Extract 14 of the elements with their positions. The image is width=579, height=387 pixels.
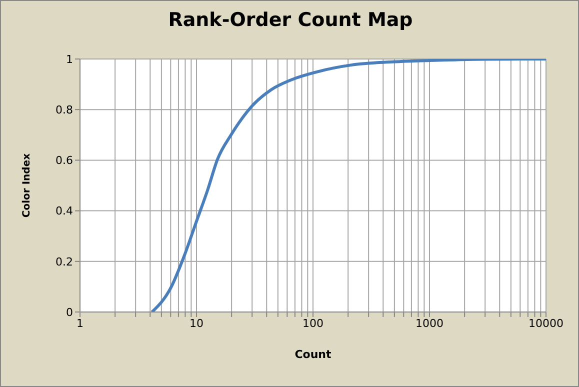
y-tick-label: 0.2 [56,255,73,268]
y-axis-title: Color Index [22,152,33,218]
x-tick-label: 10000 [528,316,564,330]
x-axis-title: Count [294,348,332,361]
y-tick-label: 0 [66,306,73,319]
y-tick-label: 0.4 [56,204,73,218]
y-tick-label: 1 [66,52,73,66]
chart-title: Rank-Order Count Map [167,9,414,31]
y-tick-label: 0.8 [56,104,73,117]
y-tick-label: 0.6 [56,154,73,168]
x-tick-label: 10 [190,316,204,330]
x-tick-label: 1000 [416,316,444,330]
x-tick-label: 100 [302,316,324,330]
x-tick-label: 1 [76,316,84,330]
